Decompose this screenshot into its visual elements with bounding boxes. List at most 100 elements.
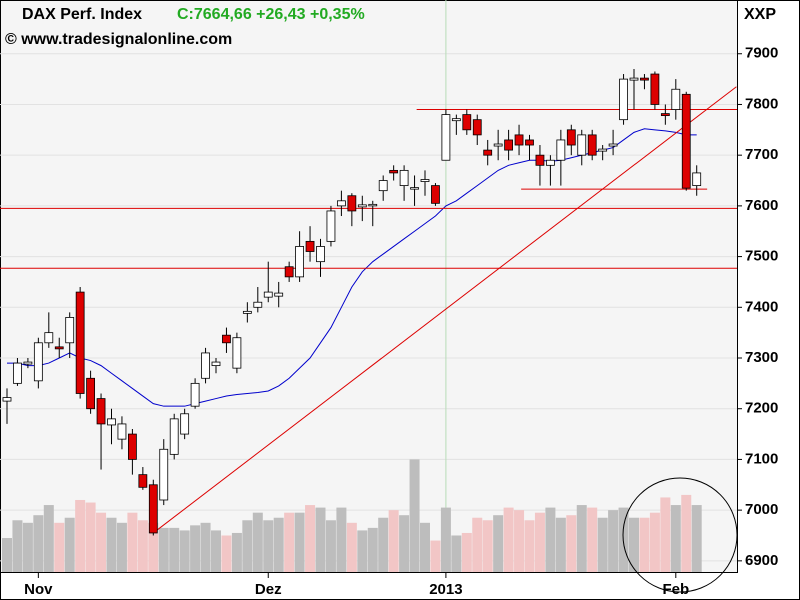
volume-bar: [514, 510, 525, 572]
candle-body: [54, 346, 64, 350]
volume-bar: [96, 512, 107, 572]
candle-body: [305, 240, 315, 252]
volume-bar: [681, 494, 692, 572]
candle-body: [75, 291, 85, 394]
volume-bar: [503, 507, 514, 572]
candle-body: [117, 423, 127, 440]
volume-bar: [43, 505, 54, 572]
candle-body: [472, 119, 482, 136]
y-tick-label: 7500: [745, 248, 778, 265]
candle-body: [546, 159, 555, 166]
volume-bar: [106, 517, 117, 572]
candle-body: [525, 139, 534, 146]
volume-bar: [294, 512, 305, 572]
candle-body: [86, 377, 95, 410]
candle-body: [357, 204, 367, 208]
candle-body: [23, 361, 33, 365]
y-tick-label: 7200: [745, 400, 778, 417]
y-tick-label: 7700: [745, 146, 778, 163]
plot-area: [0, 0, 738, 573]
volume-bar: [12, 520, 23, 572]
volume-bar: [211, 530, 221, 572]
candle-body: [577, 134, 587, 156]
source: © www.tradesignalonline.com: [5, 31, 232, 48]
candle-body: [127, 433, 137, 460]
volume-bar: [85, 502, 96, 572]
candle-body: [556, 139, 566, 161]
candle-body: [253, 301, 263, 308]
candle-body: [368, 203, 378, 207]
candle-body: [462, 114, 472, 131]
y-tick-label: 7100: [745, 450, 778, 467]
volume-bar: [378, 517, 389, 572]
volume-bar: [242, 520, 253, 572]
candle-body: [232, 337, 242, 369]
volume-bar: [472, 517, 483, 572]
volume-bar: [420, 522, 430, 572]
volume-bar: [148, 522, 159, 572]
y-tick-label: 7900: [745, 45, 778, 62]
volume-bar: [608, 510, 619, 572]
candle-body: [378, 180, 388, 192]
volume-bar: [127, 512, 138, 572]
volume-bar: [587, 507, 598, 572]
chart-title: DAX Perf. Index: [22, 6, 142, 23]
volume-bar: [336, 507, 347, 572]
volume-bar: [639, 517, 650, 572]
volume-bar: [169, 527, 180, 572]
candle-body: [389, 169, 399, 174]
x-tick-label: Nov: [24, 581, 53, 598]
x-tick-label: 2013: [429, 581, 462, 598]
volume-bar: [409, 459, 420, 572]
volume-bar: [649, 512, 660, 572]
volume-bar: [315, 507, 326, 572]
volume-bar: [388, 510, 399, 572]
candle-body: [671, 88, 681, 110]
volume-bar: [2, 538, 12, 572]
volume-bar: [284, 512, 295, 572]
volume-bar: [493, 515, 504, 572]
candle-body: [274, 292, 284, 297]
candle-body: [629, 77, 639, 81]
symbol: XXP: [744, 6, 776, 23]
y-tick-label: 7600: [745, 197, 778, 214]
candle-body: [451, 118, 461, 122]
candle-body: [190, 382, 200, 407]
volume-bar: [430, 540, 441, 572]
candle-body: [33, 342, 43, 382]
volume-bar: [221, 535, 232, 572]
candle-body: [107, 418, 116, 426]
y-tick-label: 7400: [745, 298, 778, 315]
volume-bar: [231, 532, 242, 572]
candle-body: [410, 187, 419, 190]
volume-bar: [670, 505, 681, 572]
volume-bar: [440, 507, 451, 572]
volume-bar: [64, 517, 75, 572]
candle-body: [504, 139, 514, 151]
candle-body: [483, 149, 493, 156]
y-tick-label: 7000: [745, 501, 778, 518]
candle-body: [263, 291, 273, 298]
volume-bar: [116, 522, 127, 572]
candle-body: [2, 397, 12, 402]
x-tick-label: Dez: [255, 581, 282, 598]
volume-bar: [357, 530, 368, 572]
volume-bar: [75, 499, 86, 572]
candle-body: [284, 266, 294, 278]
candle-body: [347, 195, 357, 212]
volume-bar: [482, 520, 493, 572]
candle-body: [180, 413, 190, 435]
volume-bar: [346, 522, 357, 572]
candle-body: [148, 484, 158, 534]
volume-bar: [252, 512, 263, 572]
volume-bar: [545, 507, 556, 572]
volume-bar: [566, 515, 577, 572]
candle-body: [493, 143, 503, 147]
candle-body: [159, 448, 169, 501]
volume-bar: [325, 520, 336, 572]
volume-bar: [54, 522, 65, 572]
candle-body: [336, 200, 346, 207]
candle-body: [660, 113, 670, 117]
volume-bar: [367, 527, 378, 572]
